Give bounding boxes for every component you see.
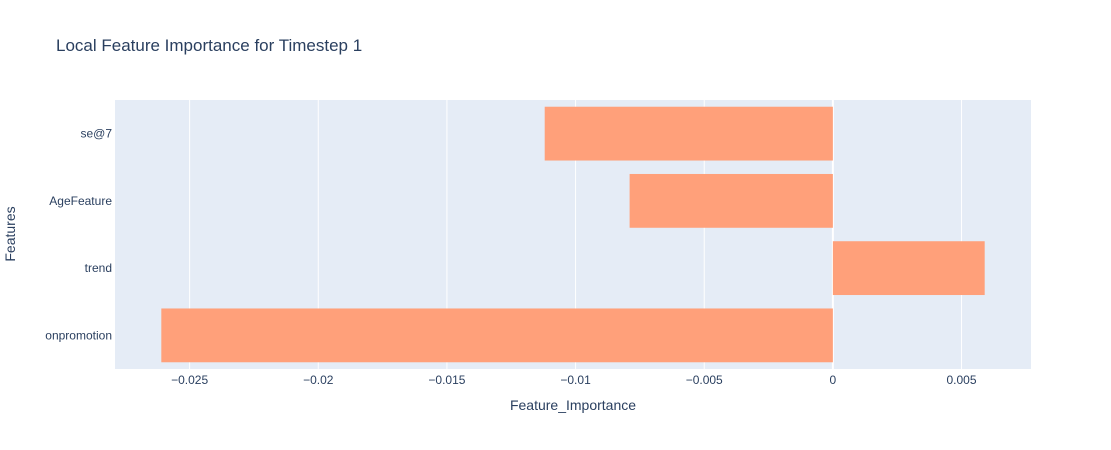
x-tick-label: −0.02 [303,373,334,387]
bars [161,106,985,363]
x-tick-label: 0.005 [947,373,977,387]
x-tick-label: −0.025 [171,373,208,387]
x-tick-label: 0 [830,373,837,387]
y-tick-label: trend [85,261,112,275]
y-tick-labels: se@7 AgeFeature trend onpromotion [45,127,112,343]
bar-onpromotion[interactable] [161,308,833,363]
y-tick-label: onpromotion [45,328,112,342]
x-tick-label: −0.015 [428,373,465,387]
x-tick-label: −0.005 [686,373,723,387]
x-tick-label: −0.01 [560,373,591,387]
bar-se-7[interactable] [544,106,833,161]
y-axis-title: Features [2,206,18,261]
bar-agefeature[interactable] [629,173,833,228]
chart-title: Local Feature Importance for Timestep 1 [56,36,362,55]
x-tick-labels: −0.025 −0.02 −0.015 −0.01 −0.005 0 0.005 [171,373,977,387]
y-tick-label: se@7 [80,127,112,141]
x-axis-title: Feature_Importance [510,397,636,413]
y-tick-label: AgeFeature [49,194,112,208]
bar-trend[interactable] [832,241,985,296]
